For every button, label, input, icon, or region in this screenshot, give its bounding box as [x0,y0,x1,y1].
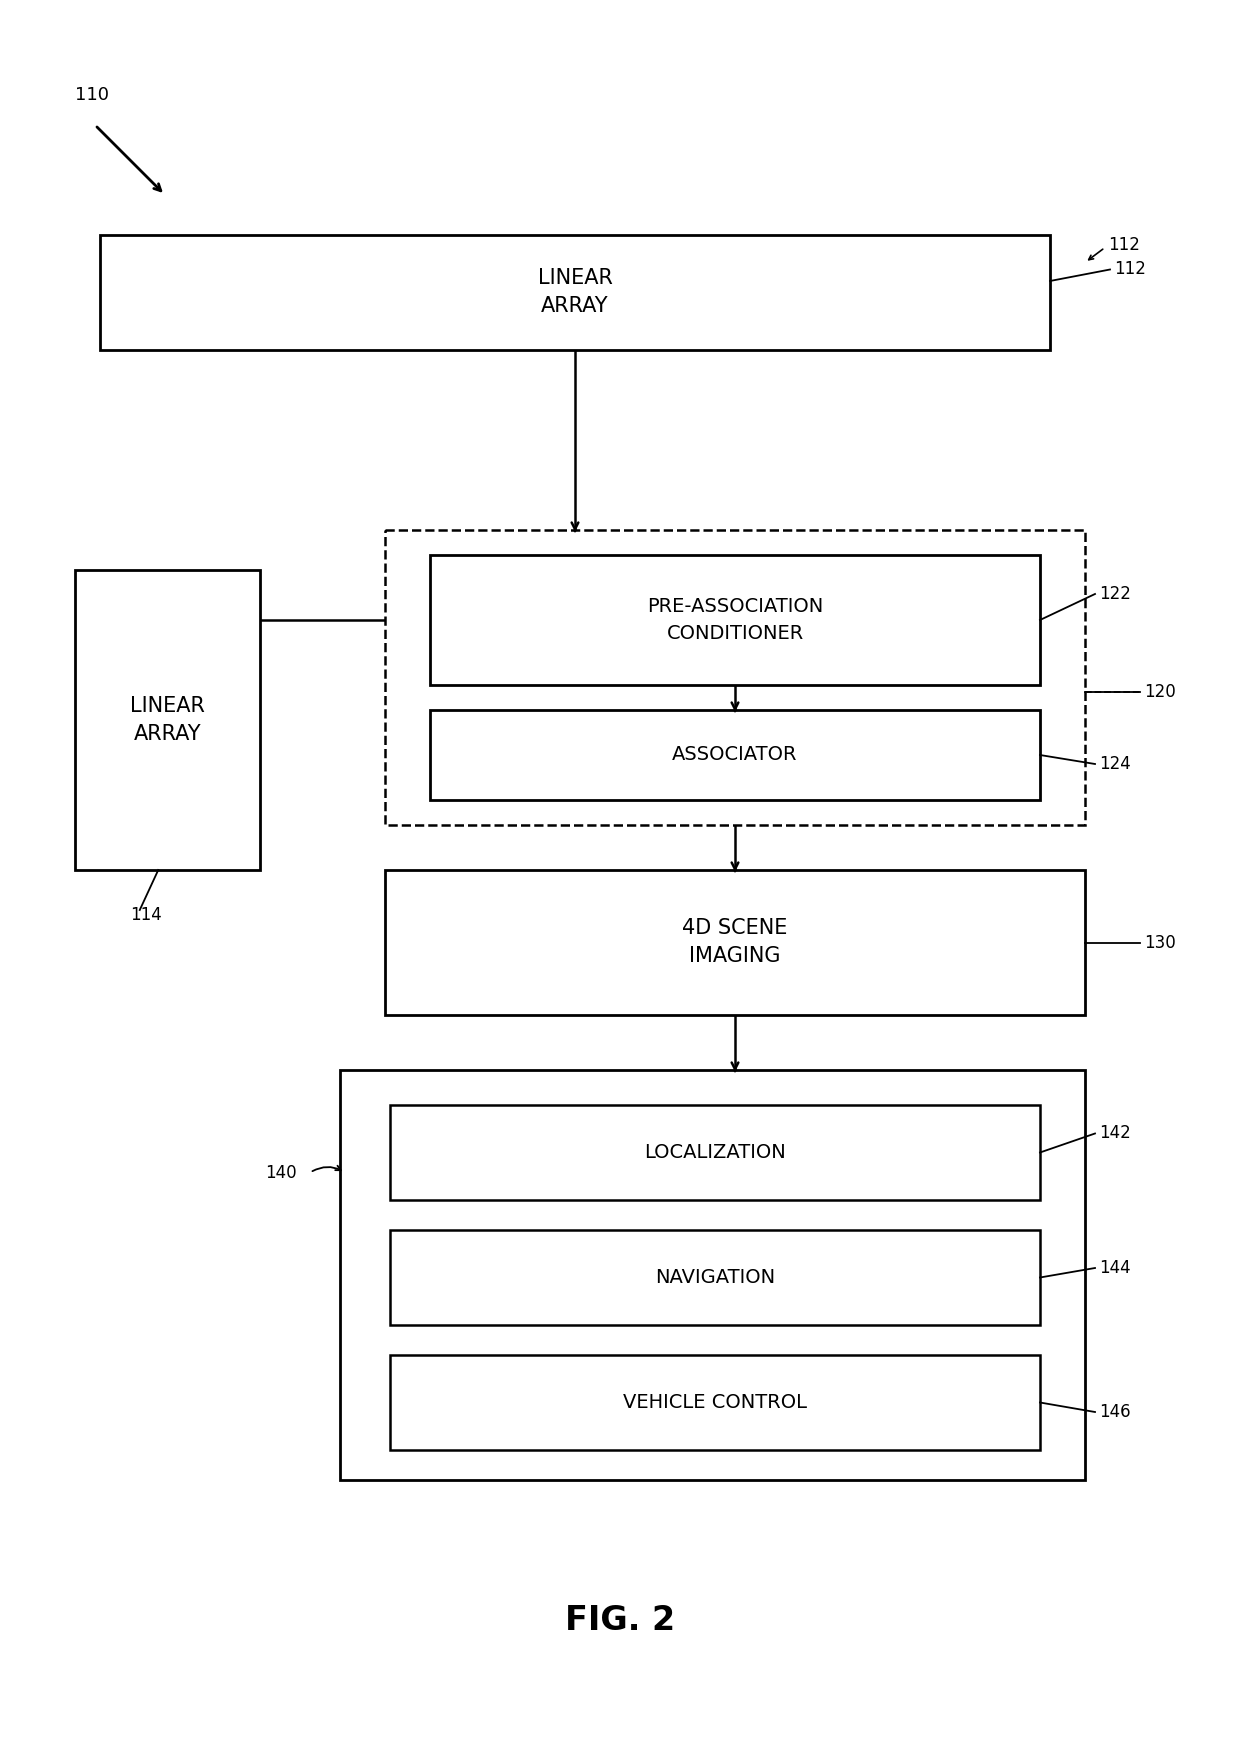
Text: NAVIGATION: NAVIGATION [655,1268,775,1288]
Text: LINEAR
ARRAY: LINEAR ARRAY [130,696,205,745]
Text: PRE-ASSOCIATION
CONDITIONER: PRE-ASSOCIATION CONDITIONER [647,597,823,643]
Text: 120: 120 [1145,683,1176,701]
Text: 114: 114 [130,906,162,923]
Text: 122: 122 [1099,585,1131,603]
Bar [430,555,1040,685]
Bar [391,1354,1040,1451]
Bar [430,710,1040,801]
Text: 130: 130 [1145,934,1176,951]
Bar [74,569,260,871]
Text: 124: 124 [1099,755,1131,773]
Text: 112: 112 [1114,261,1146,279]
Bar [384,871,1085,1014]
Text: 144: 144 [1099,1260,1131,1277]
Text: 142: 142 [1099,1125,1131,1142]
Text: 112: 112 [1109,235,1140,254]
Text: 146: 146 [1099,1403,1131,1421]
Text: LINEAR
ARRAY: LINEAR ARRAY [538,268,613,317]
Bar [391,1230,1040,1325]
Text: VEHICLE CONTROL: VEHICLE CONTROL [622,1393,807,1412]
Bar [384,531,1085,825]
Bar [100,235,1050,350]
Text: 110: 110 [74,86,109,103]
Text: ASSOCIATOR: ASSOCIATOR [672,746,797,764]
Bar [391,1106,1040,1200]
Text: FIG. 2: FIG. 2 [565,1603,675,1636]
Text: 4D SCENE
IMAGING: 4D SCENE IMAGING [682,918,787,967]
Text: 140: 140 [265,1163,296,1181]
Bar [340,1070,1085,1480]
Text: LOCALIZATION: LOCALIZATION [644,1142,786,1162]
